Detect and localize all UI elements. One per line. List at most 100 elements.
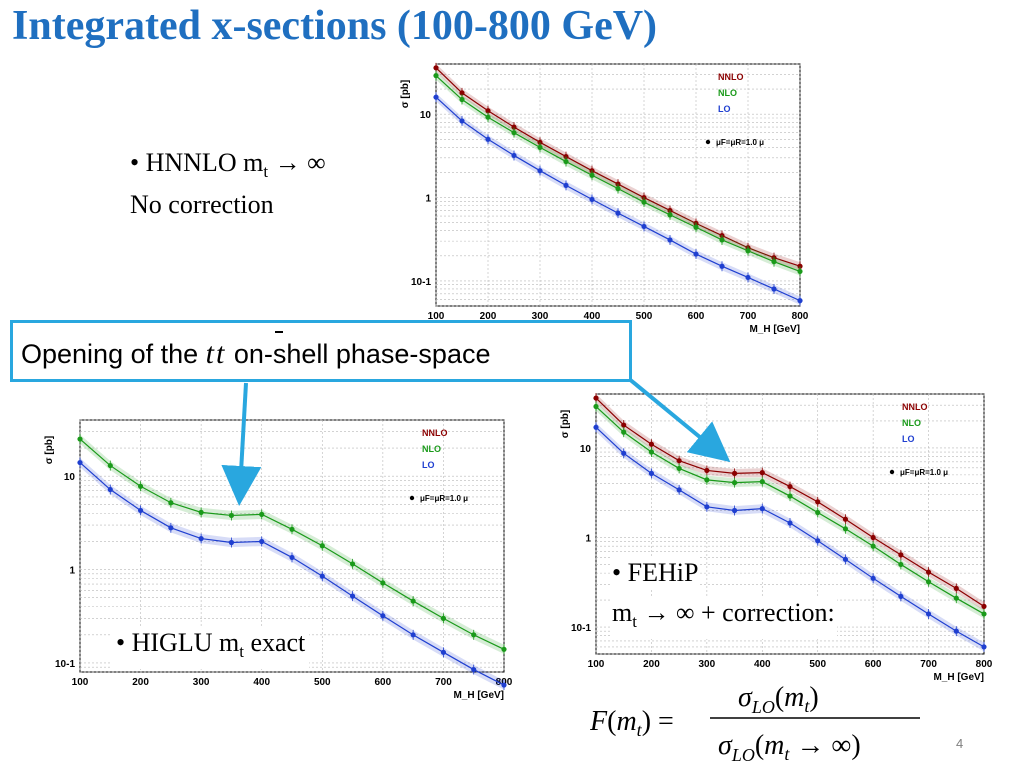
point-nnlo [797,263,803,269]
point-nlo [511,130,517,136]
x-tick-label: 800 [976,659,992,670]
y-tick-label: 10-1 [411,277,431,288]
legend-nnlo: NNLO [902,402,928,412]
arrow-to-higlu [221,382,262,506]
point-lo [289,554,295,561]
point-nnlo [648,441,655,447]
point-nlo [981,611,987,617]
point-nlo [815,509,821,516]
point-nlo [198,509,204,515]
x-tick-label: 100 [428,311,445,322]
legend-marker [409,495,415,501]
band-nlo [436,71,800,276]
legend-lo: LO [902,434,915,444]
point-nnlo [433,65,439,71]
point-nlo [759,479,765,485]
point-nlo [137,483,144,489]
point-nlo [259,511,265,517]
point-nlo [693,224,699,230]
point-nnlo [459,90,465,96]
point-nlo [485,114,491,120]
x-tick-label: 200 [643,659,660,670]
point-lo [693,251,699,257]
point-lo [459,118,465,124]
fehip-text: • FEHiP [610,556,701,590]
point-nnlo [704,467,710,474]
point-lo [107,486,113,493]
point-nnlo [870,534,876,541]
point-nlo [731,479,738,486]
y-tick-label: 1 [585,533,591,544]
point-nlo [168,500,174,506]
point-nnlo [676,458,682,464]
x-tick-label: 300 [532,311,549,322]
point-nlo [621,429,627,435]
x-tick-label: 100 [72,677,89,688]
y-axis-label: σ [pb] [44,436,55,465]
point-nlo [107,462,113,469]
x-tick-label: 100 [588,659,605,670]
point-nlo [289,526,295,532]
point-lo [471,666,477,673]
ttbar-symbol: tt [205,337,227,370]
point-lo [501,682,507,688]
point-nlo [471,632,477,638]
point-lo [410,632,416,638]
point-nlo [319,543,325,549]
legend-nlo: NLO [718,88,737,98]
point-lo [676,487,682,493]
point-nlo [501,646,507,652]
point-nlo [667,212,673,218]
point-nlo [537,144,543,150]
y-tick-label: 10-1 [571,623,591,634]
point-nnlo [842,516,849,522]
x-tick-label: 400 [754,659,771,670]
point-nlo [615,186,621,192]
legend-marker [889,469,895,475]
point-lo [198,535,204,542]
x-tick-label: 500 [314,677,331,688]
y-tick-label: 10-1 [55,659,75,670]
x-tick-label: 300 [193,677,210,688]
x-tick-label: 500 [636,311,653,322]
point-nlo [228,512,235,519]
point-nlo [440,615,447,622]
x-tick-label: 700 [435,677,452,688]
point-lo [731,507,738,514]
point-nlo [641,199,647,205]
x-tick-label: 800 [792,311,808,322]
point-lo [440,649,447,655]
correction-formula: F(mt) = σLO(mt) σLO(mt → ∞) [589,676,930,766]
point-nnlo [898,552,904,558]
x-tick-label: 500 [809,659,826,670]
point-nlo [648,449,655,455]
x-tick-label: 700 [920,659,937,670]
hnnlo-text: • HNNLO mt → ∞ [130,148,326,182]
point-nlo [745,248,751,254]
point-lo [511,152,517,159]
svg-text:F(mt) =: F(mt) = [590,706,674,740]
point-lo [641,223,647,230]
point-lo [615,210,621,216]
point-lo [380,613,386,619]
y-tick-label: 10 [64,472,76,483]
arrow-to-fehip [626,376,731,463]
band-nnlo [436,63,800,271]
point-lo [137,507,144,514]
point-lo [787,520,793,526]
chart-hnnlo: 100 200 300 400 500 600 700 800 10 1 10-1 M_H [GeV]… [400,62,808,335]
point-lo [815,538,821,544]
point-nnlo [593,395,599,401]
point-lo [797,298,803,304]
hnnlo-no-correction: No correction [130,190,274,219]
point-nnlo [953,585,959,592]
x-tick-label: 700 [740,311,757,322]
point-nlo [797,268,803,275]
point-lo [870,575,876,581]
page-number: 4 [956,736,964,751]
point-lo [953,628,959,634]
y-tick-label: 1 [69,566,75,577]
point-lo [667,237,673,243]
y-tick-label: 10 [580,444,592,455]
